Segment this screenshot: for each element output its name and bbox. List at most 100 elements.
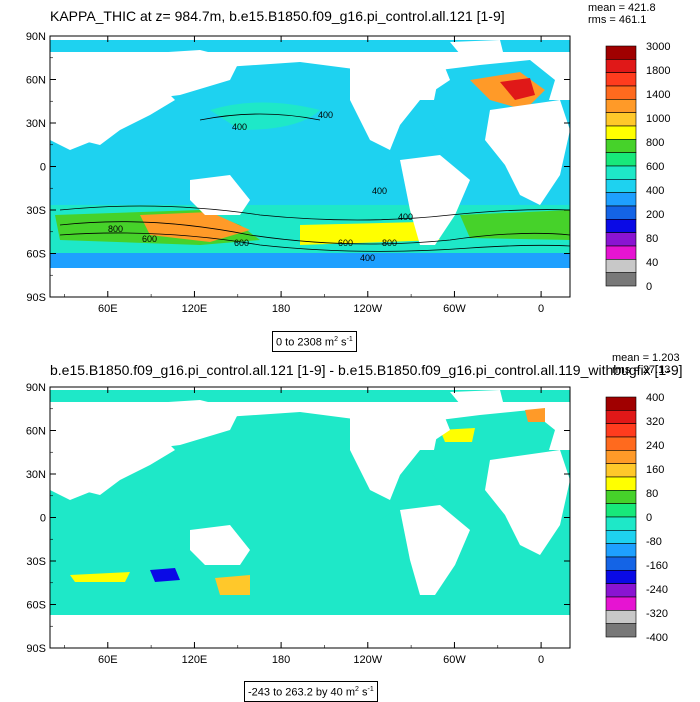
- diff-land-north-america: [350, 405, 450, 500]
- x-tick-label: 60W: [443, 654, 466, 666]
- colorbar-label: 80: [646, 488, 658, 500]
- contour-label: 400: [372, 186, 387, 196]
- contour-line-3: [59, 205, 570, 221]
- colorbar-label: 240: [646, 440, 664, 452]
- y-tick-label: 30N: [26, 118, 46, 130]
- contour-label: 400: [360, 253, 375, 263]
- diff-land-africa: [485, 450, 570, 555]
- colorbar-label: 80: [646, 233, 658, 245]
- panel1-y-axis: 90N 60N 30N 0 30S 60S 90S: [26, 31, 570, 304]
- y-tick-label: 0: [40, 162, 46, 174]
- land-south-america: [400, 155, 470, 245]
- panel2-x-axis: 60E 120E 180 120W 60W 0: [64, 387, 544, 666]
- colorbar-label: -80: [646, 536, 662, 548]
- panel1-rms: rms = 461.1: [588, 14, 647, 26]
- panel2-y-axis: 90N 60N 30N 0 30S 60S 90S: [26, 382, 570, 655]
- diff-land-australia: [190, 525, 250, 565]
- colorbar-label: 200: [646, 209, 664, 221]
- land-asia: [70, 80, 175, 145]
- y-tick-label: 60N: [26, 426, 46, 438]
- colorbar-label: 800: [646, 137, 664, 149]
- x-tick-label: 120W: [353, 654, 382, 666]
- colorbar-box: [605, 610, 637, 624]
- colorbar-box: [605, 45, 637, 60]
- panel1-range-exp: 2: [334, 336, 338, 343]
- diff-land-antarctica: [50, 618, 570, 648]
- x-tick-label: 0: [538, 654, 544, 666]
- southern-ocean-high-atlantic: [460, 210, 570, 240]
- colorbar-label: 400: [646, 392, 664, 404]
- panel1-range-tail: s: [338, 336, 347, 349]
- contour-label: 400: [232, 122, 247, 132]
- colorbar-box: [605, 179, 637, 193]
- colorbar-box: [605, 72, 637, 87]
- y-tick-label: 90N: [26, 31, 46, 43]
- land-africa: [485, 100, 570, 205]
- panel1-range-tail-exp: -1: [346, 336, 353, 343]
- colorbar-box: [605, 516, 637, 531]
- panel1-field: [50, 40, 570, 297]
- diff-southern-ocean: [50, 555, 570, 615]
- land-australia: [190, 175, 250, 215]
- contour-label: 400: [318, 110, 333, 120]
- colorbar-box: [605, 583, 637, 598]
- colorbar-box: [605, 245, 637, 260]
- colorbar-box: [605, 596, 637, 611]
- colorbar-box: [605, 503, 637, 518]
- diff-land-south-america: [400, 505, 470, 595]
- contour-label: 400: [398, 212, 413, 222]
- colorbar-box: [605, 556, 637, 571]
- colorbar-label: 320: [646, 416, 664, 428]
- panel2-field: [50, 390, 570, 648]
- colorbar-label: 1400: [646, 89, 670, 101]
- arctic-field: [50, 40, 570, 52]
- colorbar-label: 400: [646, 185, 664, 197]
- x-tick-label: 60E: [98, 303, 118, 315]
- y-tick-label: 90S: [26, 643, 46, 655]
- colorbar-box: [605, 490, 637, 504]
- x-tick-label: 180: [272, 303, 290, 315]
- y-tick-label: 90N: [26, 382, 46, 394]
- land-north-america: [350, 55, 450, 150]
- contour-label: 600: [338, 238, 353, 248]
- contour-label: 800: [382, 238, 397, 248]
- colorbar-box: [605, 530, 637, 544]
- y-tick-label: 60S: [26, 249, 46, 261]
- diff-arctic-field: [50, 390, 570, 402]
- diff-indian-ocean: [60, 490, 180, 575]
- y-tick-label: 30S: [26, 205, 46, 217]
- colorbar-box: [605, 259, 637, 273]
- colorbar-box: [605, 139, 637, 153]
- diff-positive-center: [215, 575, 250, 595]
- antarctic-shelf: [50, 253, 570, 268]
- colorbar-box: [605, 192, 637, 207]
- contour-label: 600: [142, 234, 157, 244]
- colorbar-box: [605, 396, 637, 411]
- diff-land-greenland: [450, 390, 505, 416]
- panel1-mean: mean = 421.8: [588, 2, 656, 14]
- diff-negative-center: [150, 568, 180, 582]
- panel2-range-text: -243 to 263.2 by 40 m: [248, 686, 356, 699]
- colorbar-label: 0: [646, 281, 652, 293]
- colorbar-label: -240: [646, 584, 668, 596]
- panel1-x-axis: 60E 120E 180 120W 60W 0: [64, 36, 544, 315]
- gulf-stream-peak: [500, 78, 535, 100]
- colorbar-label: -400: [646, 632, 668, 644]
- y-tick-label: 60N: [26, 75, 46, 87]
- contour-label: 600: [234, 238, 249, 248]
- diff-land-asia: [70, 430, 175, 495]
- colorbar-box: [605, 232, 637, 247]
- diff-positive-west: [70, 572, 130, 582]
- panel1-title: KAPPA_THIC at z= 984.7m, b.e15.B1850.f09…: [50, 8, 505, 24]
- colorbar-label: 0: [646, 512, 652, 524]
- panel1-contour-labels: 400 400 400 400 600 800 600 800 600 400: [108, 110, 413, 263]
- colorbar-box: [605, 85, 637, 100]
- colorbar-box: [605, 436, 637, 451]
- colorbar-label: 160: [646, 464, 664, 476]
- contour-line-2: [59, 232, 570, 252]
- contour-line-1: [59, 221, 570, 245]
- colorbar-box: [605, 410, 637, 424]
- colorbar-box: [605, 112, 637, 127]
- colorbar-box: [605, 450, 637, 464]
